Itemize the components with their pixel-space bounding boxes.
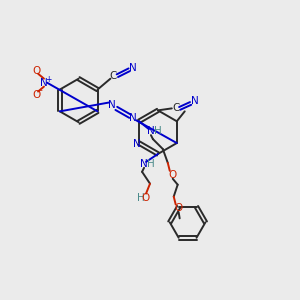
Text: N: N <box>109 100 116 110</box>
Text: +: + <box>45 75 51 84</box>
Text: ·: · <box>184 104 187 113</box>
Text: N: N <box>140 159 148 169</box>
Text: N: N <box>133 139 141 149</box>
Text: N: N <box>40 78 48 88</box>
Text: C: C <box>172 103 179 113</box>
Text: H: H <box>137 193 145 202</box>
Text: H: H <box>154 126 162 136</box>
Text: N: N <box>147 126 155 136</box>
Text: C: C <box>110 71 117 81</box>
Text: -: - <box>40 86 42 95</box>
Text: O: O <box>32 66 40 76</box>
Text: O: O <box>175 203 183 214</box>
Text: N: N <box>129 63 137 73</box>
Text: N: N <box>129 113 137 123</box>
Text: O: O <box>141 193 149 202</box>
Text: O: O <box>169 170 177 180</box>
Text: N: N <box>191 97 199 106</box>
Text: O: O <box>32 89 40 100</box>
Text: H: H <box>147 159 155 169</box>
